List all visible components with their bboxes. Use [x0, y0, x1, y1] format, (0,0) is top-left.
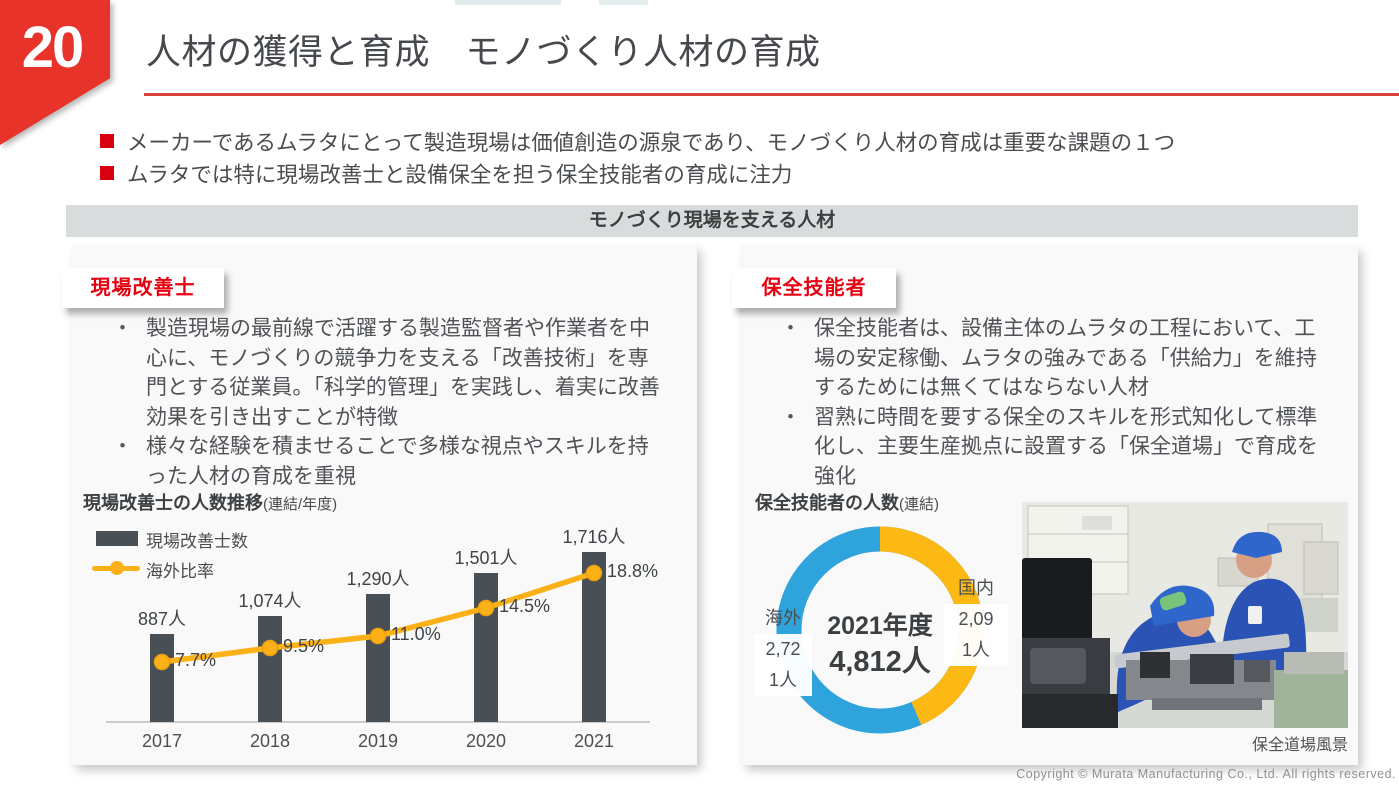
- x-axis-label: 2018: [249, 731, 291, 751]
- kaizen-label-ribbon: 現場改善士: [62, 268, 224, 308]
- donut-center-total: 4,812人: [829, 646, 931, 678]
- dot-bullet-icon: ・: [780, 317, 801, 340]
- overseas-slice-label: 海外: [765, 608, 801, 628]
- title-underline: [144, 93, 1399, 96]
- donut-chart-title-text: 保全技能者の人数: [755, 493, 899, 513]
- bar-2017: [150, 634, 174, 722]
- intro-bullet-2: ムラタでは特に現場改善士と設備保全を担う保全技能者の育成に注力: [100, 158, 792, 189]
- dot-bullet-icon: ・: [112, 317, 133, 340]
- list-item: ・ 習熟に時間を要する保全のスキルを形式知化して標準化し、主要生産拠点に設置する…: [780, 403, 1328, 492]
- kaizen-bullet-1: 製造現場の最前線で活躍する製造監督者や作業者を中心に、モノづくりの競争力を支える…: [146, 317, 660, 429]
- bar-chart-title-suffix: (連結/年度): [263, 496, 338, 513]
- bar-2021: [582, 552, 606, 722]
- x-axis-label: 2020: [465, 731, 507, 751]
- legend-bar-swatch: [96, 531, 138, 546]
- line-value-label: 14.5%: [499, 596, 551, 616]
- list-item: ・ 様々な経験を積ませることで多様な視点やスキルを持った人材の育成を重視: [112, 432, 664, 491]
- x-axis-label: 2021: [573, 731, 615, 751]
- bar-chart-title-text: 現場改善士の人数推移: [83, 493, 263, 513]
- page-title: 人材の獲得と育成 モノづくり人材の育成: [146, 33, 821, 72]
- domestic-slice-label: 2,09: [944, 604, 1008, 635]
- dot-bullet-icon: ・: [780, 405, 801, 429]
- bar-2019: [366, 594, 390, 722]
- bar-2018: [258, 616, 282, 722]
- maintenance-dojo-photo: [1022, 502, 1348, 728]
- intro-bullet-1-text: メーカーであるムラタにとって製造現場は価値創造の源泉であり、モノづくり人材の育成…: [127, 131, 1176, 155]
- intro-bullet-2-text: ムラタでは特に現場改善士と設備保全を担う保全技能者の育成に注力: [127, 163, 793, 187]
- donut-chart-title-suffix: (連結): [899, 496, 939, 513]
- maintenance-bullet-list: ・ 保全技能者は、設備主体のムラタの工程において、工場の安定稼働、ムラタの強みで…: [780, 314, 1328, 491]
- slide-number-badge: 20: [0, 0, 110, 145]
- line-value-label: 18.8%: [607, 561, 659, 581]
- bar-value-label: 887人: [137, 609, 187, 629]
- list-item: ・ 保全技能者は、設備主体のムラタの工程において、工場の安定稼働、ムラタの強みで…: [780, 314, 1328, 403]
- red-square-bullet-icon: [100, 134, 114, 148]
- kaizen-bullet-2: 様々な経験を積ませることで多様な視点やスキルを持った人材の育成を重視: [146, 435, 649, 488]
- maintenance-label-ribbon: 保全技能者: [732, 268, 896, 308]
- section-header-band: モノづくり現場を支える人材: [66, 205, 1358, 237]
- slide-number: 20: [21, 15, 85, 80]
- legend-line-label: 海外比率: [146, 562, 214, 581]
- overseas-slice-label: 2,72: [754, 634, 812, 665]
- bar-2020: [474, 573, 498, 722]
- red-square-bullet-icon: [100, 166, 114, 180]
- legend-bar-label: 現場改善士数: [146, 532, 248, 551]
- line-value-label: 11.0%: [391, 624, 441, 644]
- line-value-label: 9.5%: [283, 636, 325, 656]
- line-value-label: 7.7%: [175, 650, 217, 670]
- list-item: ・ 製造現場の最前線で活躍する製造監督者や作業者を中心に、モノづくりの競争力を支…: [112, 314, 664, 432]
- legend-line-dot-icon: [110, 561, 124, 575]
- bar-value-label: 1,716人: [562, 527, 626, 547]
- x-axis-label: 2019: [357, 731, 399, 751]
- top-artifact-bar: [455, 0, 561, 5]
- maintenance-bullet-1: 保全技能者は、設備主体のムラタの工程において、工場の安定稼働、ムラタの強みである…: [814, 317, 1317, 399]
- bar-value-label: 1,074人: [238, 591, 302, 611]
- copyright-text: Copyright © Murata Manufacturing Co., Lt…: [1016, 767, 1396, 781]
- domestic-slice-label: 国内: [958, 578, 994, 598]
- bar-value-label: 1,501人: [454, 548, 518, 568]
- overseas-slice-label: 1人: [754, 665, 812, 696]
- photo-illustration: [1022, 502, 1348, 728]
- kaizen-bullet-list: ・ 製造現場の最前線で活躍する製造監督者や作業者を中心に、モノづくりの競争力を支…: [112, 314, 664, 491]
- intro-bullet-1: メーカーであるムラタにとって製造現場は価値創造の源泉であり、モノづくり人材の育成…: [100, 126, 1175, 157]
- donut-center-year: 2021年度: [827, 612, 933, 640]
- photo-caption: 保全道場風景: [1251, 737, 1348, 754]
- donut-chart-title: 保全技能者の人数(連結): [755, 489, 939, 515]
- bar-value-label: 1,290人: [346, 569, 410, 589]
- top-artifact-bar: [599, 0, 648, 5]
- bar-chart-title: 現場改善士の人数推移(連結/年度): [83, 489, 337, 515]
- bar-chart-axis: [106, 721, 650, 723]
- domestic-slice-label: 1人: [944, 635, 1008, 666]
- dot-bullet-icon: ・: [112, 435, 133, 458]
- maintenance-bullet-2: 習熟に時間を要する保全のスキルを形式知化して標準化し、主要生産拠点に設置する「保…: [814, 405, 1318, 488]
- x-axis-label: 2017: [141, 731, 183, 751]
